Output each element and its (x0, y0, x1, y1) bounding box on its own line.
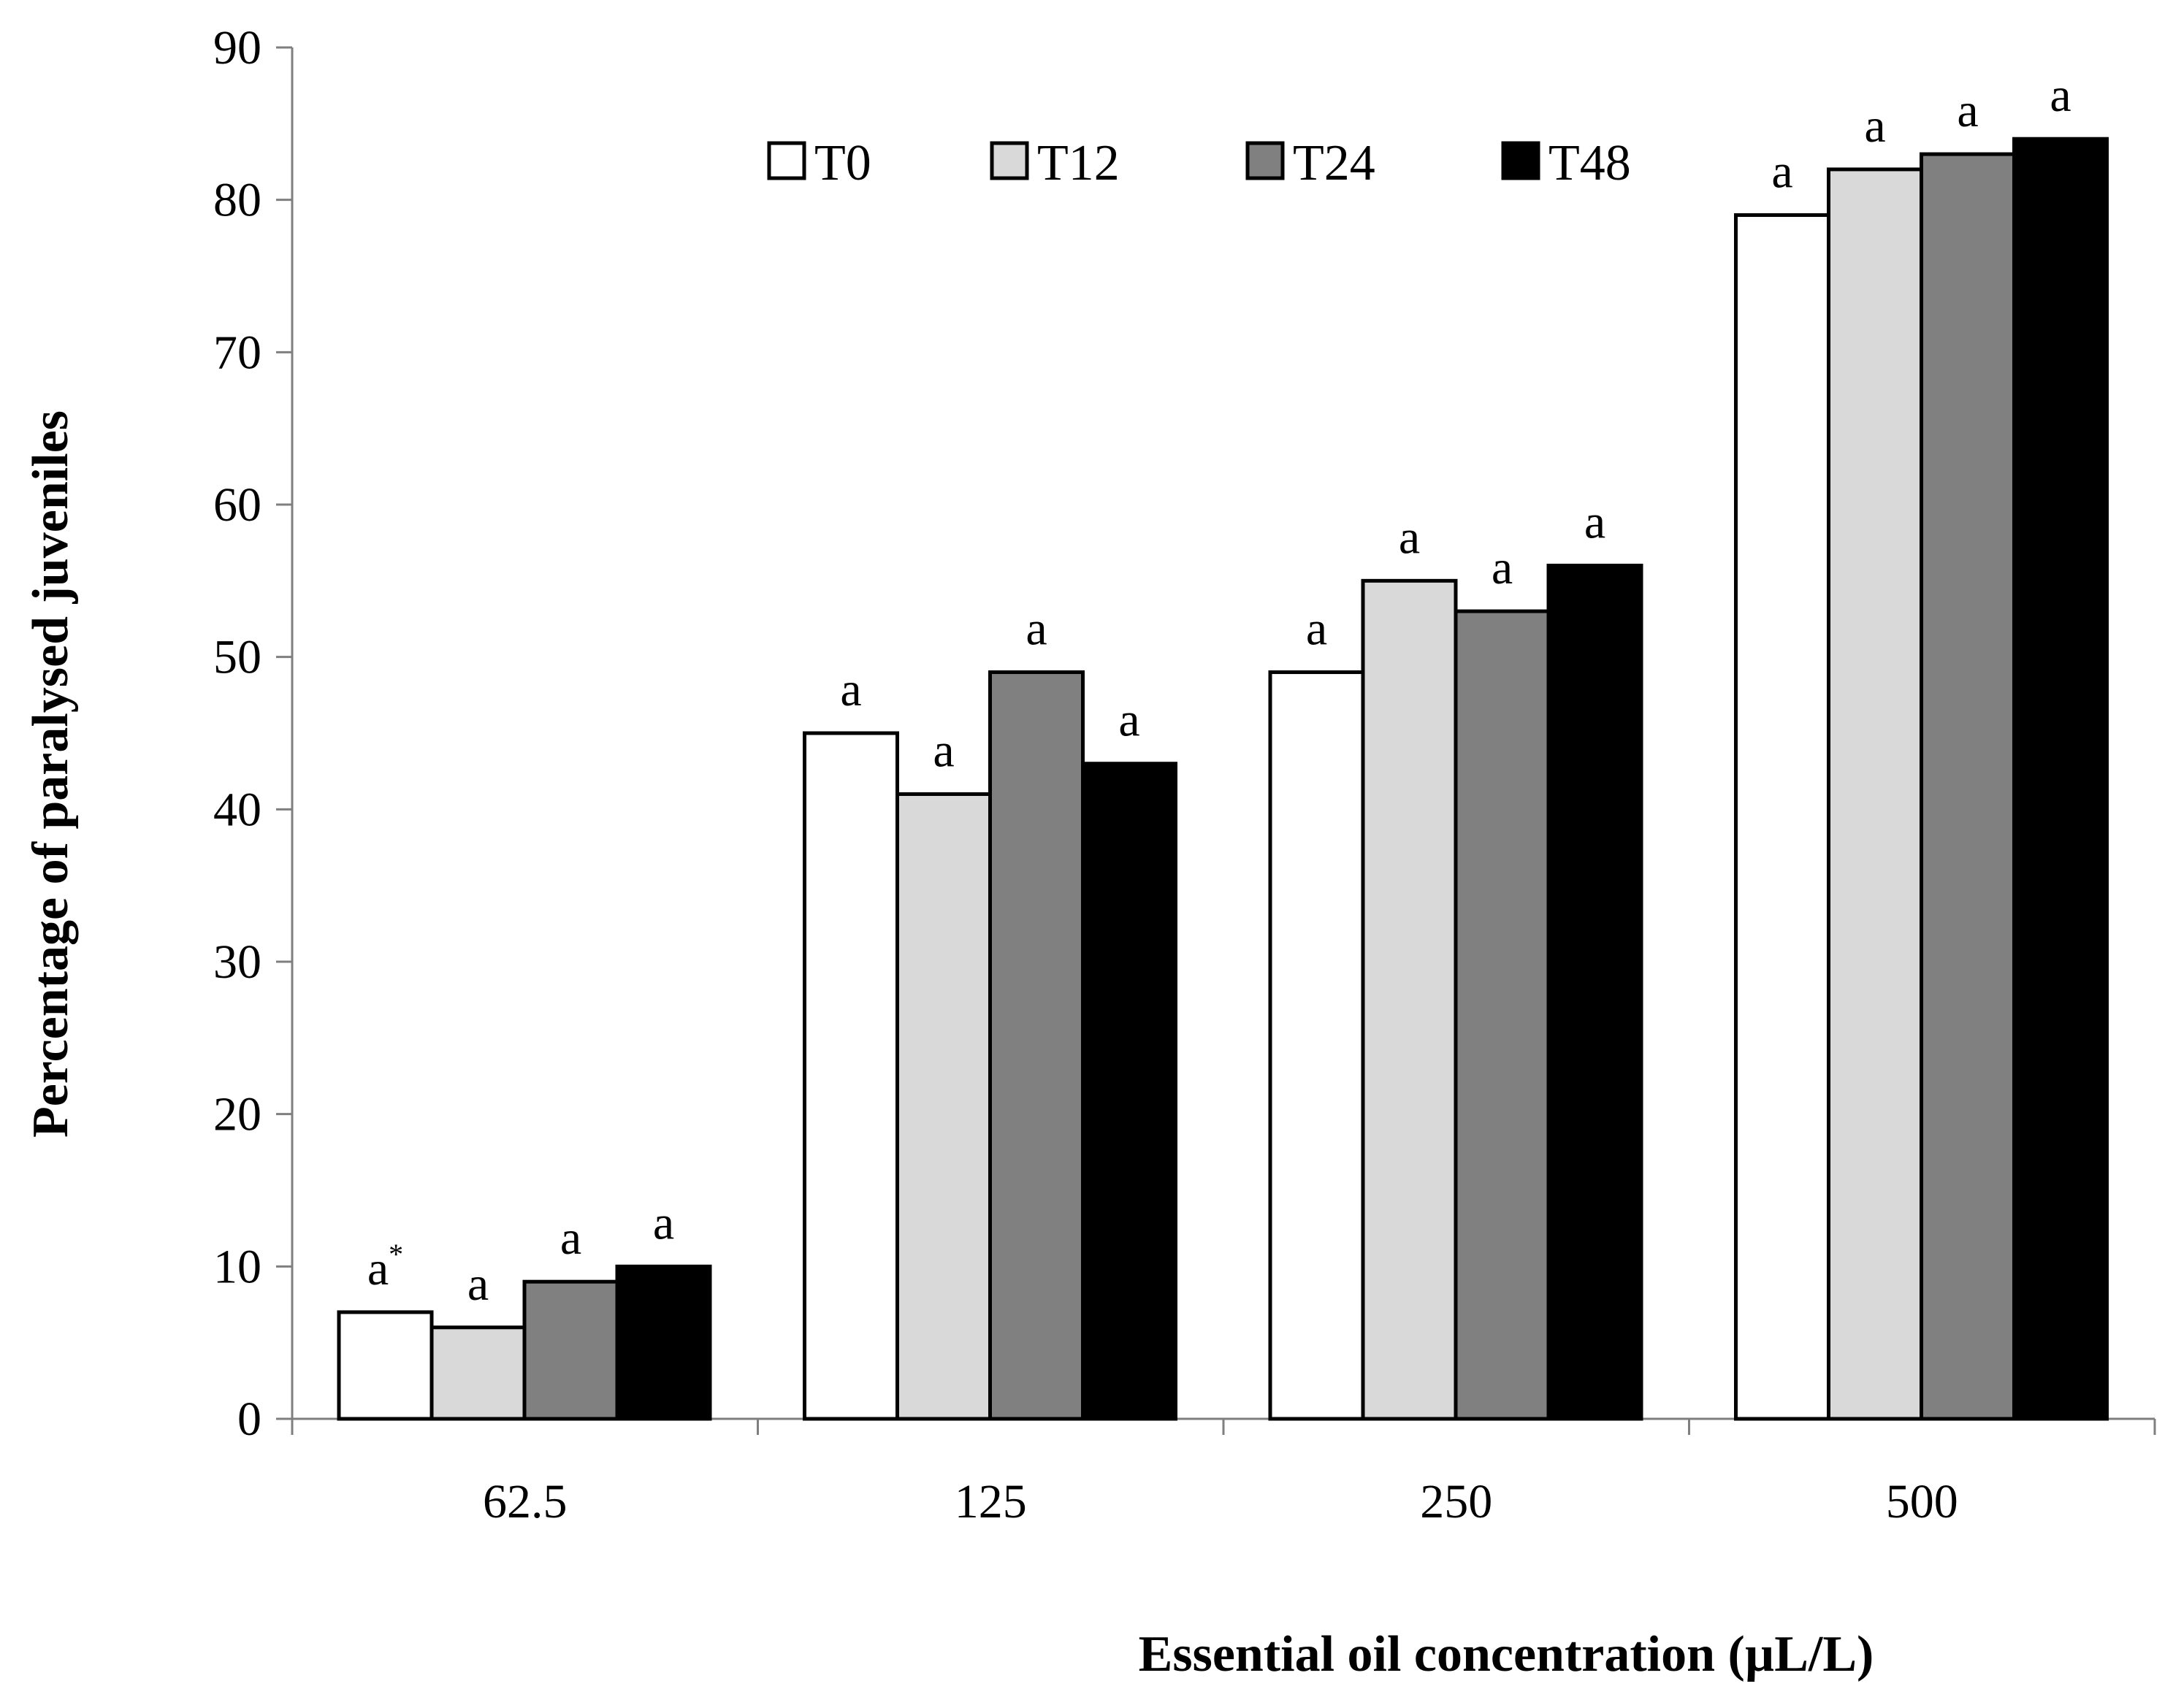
y-tick-label: 90 (213, 21, 261, 74)
legend-label-t12: T12 (1037, 135, 1120, 191)
significance-asterisk: * (389, 1238, 403, 1271)
bar-t0-62-5 (337, 1310, 434, 1421)
legend-swatch-t24 (1245, 141, 1285, 180)
y-tick-label: 60 (213, 478, 261, 532)
significance-label: a* (367, 1238, 403, 1295)
bar-t48-500 (2012, 137, 2109, 1421)
bar-t48-62-5 (615, 1264, 712, 1421)
significance-label: a (1118, 694, 1139, 747)
legend-label-t24: T24 (1293, 135, 1375, 191)
y-tick-label: 10 (213, 1240, 261, 1293)
significance-label: a (1771, 145, 1792, 199)
x-tick-label: 125 (955, 1475, 1027, 1528)
bar-t48-250 (1546, 563, 1643, 1421)
significance-label: a (653, 1196, 674, 1249)
significance-label: a (1026, 602, 1047, 656)
y-tick-label: 30 (213, 935, 261, 989)
legend-swatch-t12 (990, 141, 1029, 180)
significance-label: a (840, 663, 861, 716)
legend-label-t0: T0 (814, 135, 871, 191)
x-axis: 62.5 125 250 500 (291, 1417, 2156, 1528)
significance-label: a (1399, 510, 1420, 564)
bar-t48-125 (1081, 762, 1177, 1421)
significance-label: a (1306, 602, 1327, 656)
bar-t12-500 (1827, 167, 1923, 1421)
y-tick-label: 50 (213, 631, 261, 684)
bar-t12-125 (895, 792, 992, 1421)
significance-label: a (933, 724, 954, 777)
y-axis-title: Percentage of paralysed juveniles (23, 410, 79, 1138)
y-tick-label: 20 (213, 1088, 261, 1141)
significance-label: a (1584, 495, 1605, 548)
bar-t24-500 (1920, 152, 2016, 1421)
x-tick-label: 62.5 (483, 1475, 568, 1528)
significance-labels: a* a a a a a a a a a a a a a a a (367, 69, 2071, 1311)
y-tick-label: 0 (237, 1393, 261, 1446)
y-tick-label: 70 (213, 326, 261, 379)
bar-t24-125 (988, 670, 1085, 1421)
significance-label: a (560, 1211, 581, 1265)
bar-t0-500 (1734, 213, 1830, 1421)
bar-t0-125 (803, 731, 899, 1421)
y-tick-label: 40 (213, 783, 261, 836)
bar-t24-62-5 (522, 1279, 619, 1421)
x-tick-label: 500 (1886, 1475, 1958, 1528)
legend-swatch-t48 (1501, 141, 1540, 180)
significance-label: a (1864, 99, 1885, 153)
bar-t12-62-5 (429, 1325, 527, 1421)
significance-label: a (1957, 84, 1978, 137)
x-tick-label: 250 (1420, 1475, 1492, 1528)
y-axis: 0 10 20 30 40 50 60 70 80 90 (213, 21, 294, 1446)
legend-label-t48: T48 (1548, 135, 1631, 191)
bar-t24-250 (1454, 609, 1551, 1421)
significance-label: a (2050, 69, 2071, 122)
significance-label: a (467, 1257, 489, 1311)
legend: T0 T12 T24 T48 (767, 135, 1631, 191)
bar-t12-250 (1361, 578, 1458, 1421)
bars (337, 137, 2109, 1421)
x-axis-title: Essential oil concentration (µL/L) (1139, 1626, 1874, 1682)
significance-label: a (1492, 541, 1513, 594)
legend-swatch-t0 (767, 141, 806, 180)
bar-t0-250 (1268, 670, 1365, 1421)
y-tick-label: 80 (213, 174, 261, 227)
